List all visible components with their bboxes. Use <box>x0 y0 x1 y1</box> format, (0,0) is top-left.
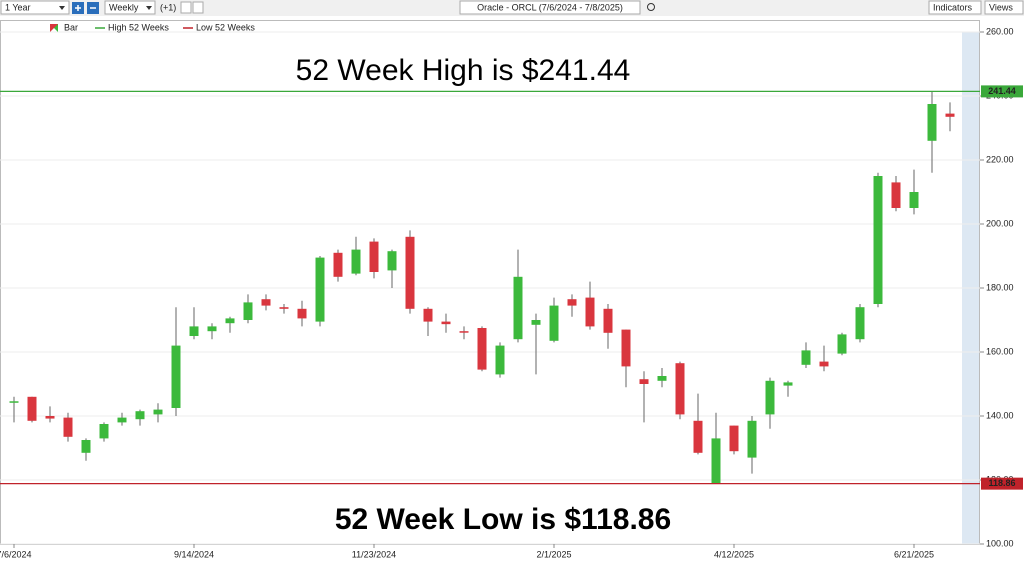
candle-body <box>873 176 883 304</box>
candle-body <box>225 318 235 324</box>
x-tick-label: 2/1/2025 <box>536 549 571 559</box>
legend-icon <box>50 24 58 32</box>
candle-body <box>675 363 685 415</box>
candle-body <box>243 302 253 320</box>
reference-label-box <box>981 477 1023 490</box>
candle-body <box>567 299 577 306</box>
y-tick-label: 160.00 <box>986 346 1014 356</box>
candle-body <box>351 249 361 274</box>
candle-body <box>585 297 595 327</box>
candle-body <box>909 192 919 208</box>
candle-body <box>441 321 451 325</box>
candle-body <box>387 251 397 271</box>
interval-select[interactable] <box>104 0 156 15</box>
candle-body <box>81 440 91 453</box>
candle-body <box>207 326 217 332</box>
search-icon[interactable] <box>647 3 655 11</box>
y-tick-label: 180.00 <box>986 282 1014 292</box>
candle-body <box>189 326 199 336</box>
candle-body <box>405 236 415 309</box>
candle-body <box>927 104 937 141</box>
x-tick-label: 6/21/2025 <box>894 549 934 559</box>
x-tick-label: 4/12/2025 <box>714 549 754 559</box>
candle-body <box>639 379 649 384</box>
candle-body <box>27 396 37 421</box>
candle-body <box>711 438 721 484</box>
dropdown-arrow <box>59 6 65 10</box>
candle-body <box>99 424 109 439</box>
plus-icon <box>75 5 81 11</box>
range-select[interactable] <box>0 0 70 15</box>
legend-label: High 52 Weeks <box>108 22 169 32</box>
plot-border <box>0 20 980 545</box>
views-button[interactable] <box>984 0 1024 15</box>
dropdown-arrow <box>146 6 152 10</box>
candle-body <box>153 409 163 415</box>
candle-body <box>801 350 811 365</box>
candle-body <box>63 417 73 437</box>
candle-body <box>45 416 55 419</box>
candle-body <box>603 308 613 333</box>
x-tick-label: 7/6/2024 <box>0 549 32 559</box>
candle-body <box>459 331 469 333</box>
candle-body <box>621 329 631 367</box>
candle-body <box>369 241 379 272</box>
candle-body <box>333 252 343 277</box>
x-tick-label: 9/14/2024 <box>174 549 214 559</box>
offset-minus[interactable] <box>192 1 204 14</box>
annotation: 52 Week High is $241.44 <box>296 54 631 87</box>
candle-body <box>117 417 127 423</box>
candle-body <box>531 320 541 325</box>
candle-body <box>891 182 901 208</box>
candle-body <box>945 113 955 117</box>
candle-body <box>693 420 703 453</box>
candle-body <box>261 299 271 306</box>
x-tick-label: 11/23/2024 <box>352 549 396 559</box>
range-label: 1 Year <box>5 2 31 12</box>
candle-body <box>837 334 847 354</box>
candle-body <box>315 257 325 322</box>
y-tick-label: 100.00 <box>986 538 1014 548</box>
candle-body <box>657 376 667 381</box>
symbol-label: Oracle - ORCL (7/6/2024 - 7/8/2025) <box>477 2 623 12</box>
candle-body <box>747 420 757 458</box>
reference-label: 241.44 <box>988 86 1016 96</box>
annotation: 52 Week Low is $118.86 <box>335 503 671 536</box>
indicators-label: Indicators <box>933 2 973 12</box>
candle-body <box>135 411 145 420</box>
y-tick-label: 260.00 <box>986 26 1014 36</box>
legend-label: Low 52 Weeks <box>196 22 255 32</box>
candle-body <box>495 345 505 375</box>
candle-body <box>171 345 181 408</box>
candle-body <box>279 307 289 309</box>
candle-body <box>513 276 523 340</box>
y-tick-label: 140.00 <box>986 410 1014 420</box>
indicators-button[interactable] <box>928 0 982 15</box>
candle-body <box>855 307 865 340</box>
views-label: Views <box>989 2 1013 12</box>
offset-plus[interactable] <box>180 1 192 14</box>
candle-body <box>819 361 829 367</box>
candle-body <box>297 308 307 319</box>
candle-body <box>729 425 739 452</box>
y-tick-label: 220.00 <box>986 154 1014 164</box>
y-tick-label: 200.00 <box>986 218 1014 228</box>
reference-label: 118.86 <box>988 478 1015 488</box>
candle-body <box>783 382 793 386</box>
candle-body <box>477 328 487 370</box>
interval-label: Weekly <box>109 2 139 12</box>
symbol-box[interactable] <box>459 0 641 15</box>
candle-body <box>9 401 19 403</box>
candle-body <box>549 305 559 341</box>
offset-label: (+1) <box>160 2 176 12</box>
reference-label-box <box>981 85 1023 98</box>
candle-body <box>765 380 775 415</box>
legend-label: Bar <box>64 22 78 32</box>
candle-body <box>423 308 433 322</box>
